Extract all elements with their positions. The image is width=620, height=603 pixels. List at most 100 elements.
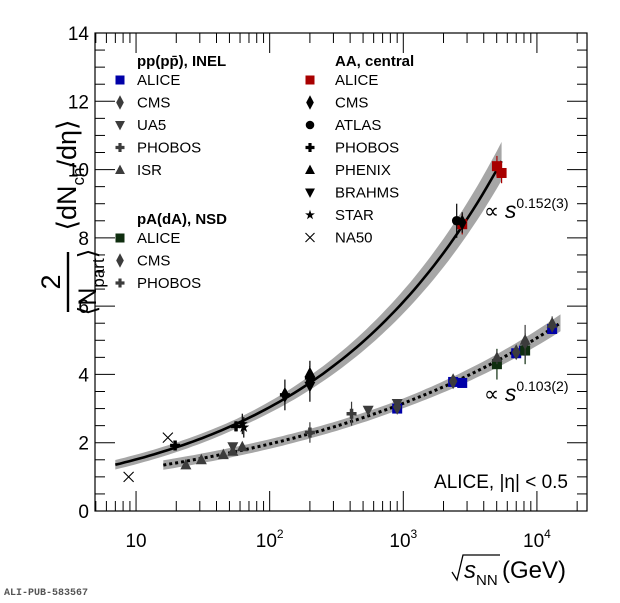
series-aa-brahms: [304, 379, 316, 394]
legend-entry-label: ISR: [137, 162, 162, 179]
series-pp-isr: [180, 440, 248, 470]
legend-entry-label: ALICE: [335, 72, 378, 89]
y-tick-label: 4: [78, 365, 89, 386]
y-tick-label: 8: [78, 229, 89, 250]
fit-bands: [115, 141, 561, 470]
series-aa-na50: [123, 432, 174, 483]
svg-text:⟨Npart⟩: ⟨Npart⟩: [74, 249, 108, 316]
x-axis-title: s NN (GeV): [451, 554, 566, 589]
legend-marker-star-icon: [305, 209, 315, 220]
data-point: [304, 427, 315, 438]
legend-group-title: pp(pp̄), INEL: [137, 53, 226, 70]
series-pp-phobos: [346, 401, 357, 426]
legend-marker-triangle-down-icon: [305, 188, 315, 198]
legend-entry-label: ATLAS: [335, 117, 381, 134]
series-aa-star: [236, 413, 250, 438]
x-tick-labels: 10 102 103 104: [125, 527, 551, 552]
data-point: [391, 398, 403, 410]
data-point: [546, 317, 558, 328]
data-point: [457, 377, 468, 388]
fit-band: [163, 314, 561, 470]
data-point: [362, 405, 374, 417]
data-point: [162, 432, 174, 443]
y-tick-label: 10: [68, 161, 89, 182]
svg-text:(GeV): (GeV): [502, 557, 566, 584]
legend-entry-label: UA5: [137, 117, 166, 134]
x-tick-label: 10: [125, 531, 146, 552]
legend-marker-square-icon: [115, 75, 125, 85]
axis-ticks: [95, 32, 587, 512]
legend-marker-triangle-up-icon: [305, 164, 315, 175]
svg-text:∝ s0.152(3): ∝ s0.152(3): [484, 195, 569, 223]
legend-entry-label: NA50: [335, 230, 373, 247]
series-pa-phenix: [491, 316, 558, 365]
y-tick-label: 0: [78, 502, 89, 523]
y-axis-title: 2 ⟨Npart⟩ ⟨dNch/dη⟩: [36, 119, 108, 315]
svg-text:s: s: [464, 557, 476, 584]
data-point: [279, 389, 290, 400]
svg-text:2: 2: [36, 274, 66, 289]
legend-group-title: AA, central: [335, 53, 414, 70]
data-point: [231, 421, 242, 432]
data-point: [491, 161, 502, 172]
legend-marker-circle-icon: [305, 120, 315, 130]
data-points: [123, 155, 558, 483]
legend-entry-label: PHOBOS: [335, 140, 399, 157]
legend-group-title: pA(dA), NSD: [137, 211, 227, 228]
data-point: [180, 458, 192, 470]
plot-annotation: ALICE, |η| < 0.5: [434, 472, 568, 493]
data-point: [238, 421, 250, 432]
legend-marker-cross-icon: [115, 143, 125, 152]
legend-entry-label: BRAHMS: [335, 185, 399, 202]
data-point: [511, 344, 521, 361]
data-point: [448, 373, 458, 390]
x-tick-label: 103: [389, 527, 417, 552]
legend-entry-label: CMS: [137, 95, 170, 112]
legend-entry-label: CMS: [137, 253, 170, 270]
legend-marker-cross-icon: [305, 143, 315, 152]
y-tick-label: 12: [68, 92, 89, 113]
legend-marker-square-icon: [115, 233, 125, 243]
legend-entry-label: ALICE: [137, 230, 180, 247]
data-point: [304, 366, 316, 378]
data-point: [123, 471, 135, 483]
legend-marker-x-icon: [305, 232, 315, 243]
legend: pp(pp̄), INEL ALICE CMS UA5 PHOBOS ISR pA(dA),…: [115, 53, 414, 292]
svg-text:NN: NN: [476, 572, 498, 589]
legend-marker-square-icon: [305, 75, 315, 85]
legend-entry-label: PHENIX: [335, 162, 391, 179]
fit-label-aa: ∝ s0.152(3): [484, 195, 569, 223]
data-point: [236, 440, 248, 452]
data-point: [304, 381, 316, 393]
data-point: [170, 440, 181, 451]
legend-entry-label: PHOBOS: [137, 140, 201, 157]
fit-line: [115, 160, 503, 466]
svg-text:⟨dNch/dη⟩: ⟨dNch/dη⟩: [52, 119, 88, 230]
legend-marker-diamond-icon: [306, 95, 314, 110]
y-tick-label: 6: [78, 297, 89, 318]
legend-entry-label: ALICE: [137, 72, 180, 89]
data-point: [496, 167, 507, 178]
x-tick-label: 102: [256, 527, 284, 552]
svg-text:∝ s0.103(2): ∝ s0.103(2): [484, 378, 569, 406]
data-point: [519, 334, 531, 345]
legend-entry-label: CMS: [335, 95, 368, 112]
data-point: [491, 351, 503, 362]
y-tick-label: 2: [78, 434, 89, 455]
data-point: [217, 448, 229, 460]
legend-marker-cross-icon: [115, 278, 125, 288]
data-point: [195, 453, 207, 465]
legend-entry-label: PHOBOS: [137, 275, 201, 292]
legend-marker-triangle-down-icon: [115, 120, 125, 131]
legend-marker-diamond-icon: [116, 95, 124, 110]
legend-entry-label: STAR: [335, 207, 374, 224]
data-point: [346, 408, 357, 419]
series-aa-atlas: [451, 203, 462, 238]
legend-marker-triangle-up-icon: [115, 164, 125, 175]
x-tick-label: 104: [523, 527, 551, 552]
y-tick-labels: 0 2 4 6 8 10 12 14: [68, 24, 90, 523]
data-point: [227, 445, 239, 456]
data-point: [236, 418, 248, 429]
series-pa-phobos: [304, 422, 315, 443]
